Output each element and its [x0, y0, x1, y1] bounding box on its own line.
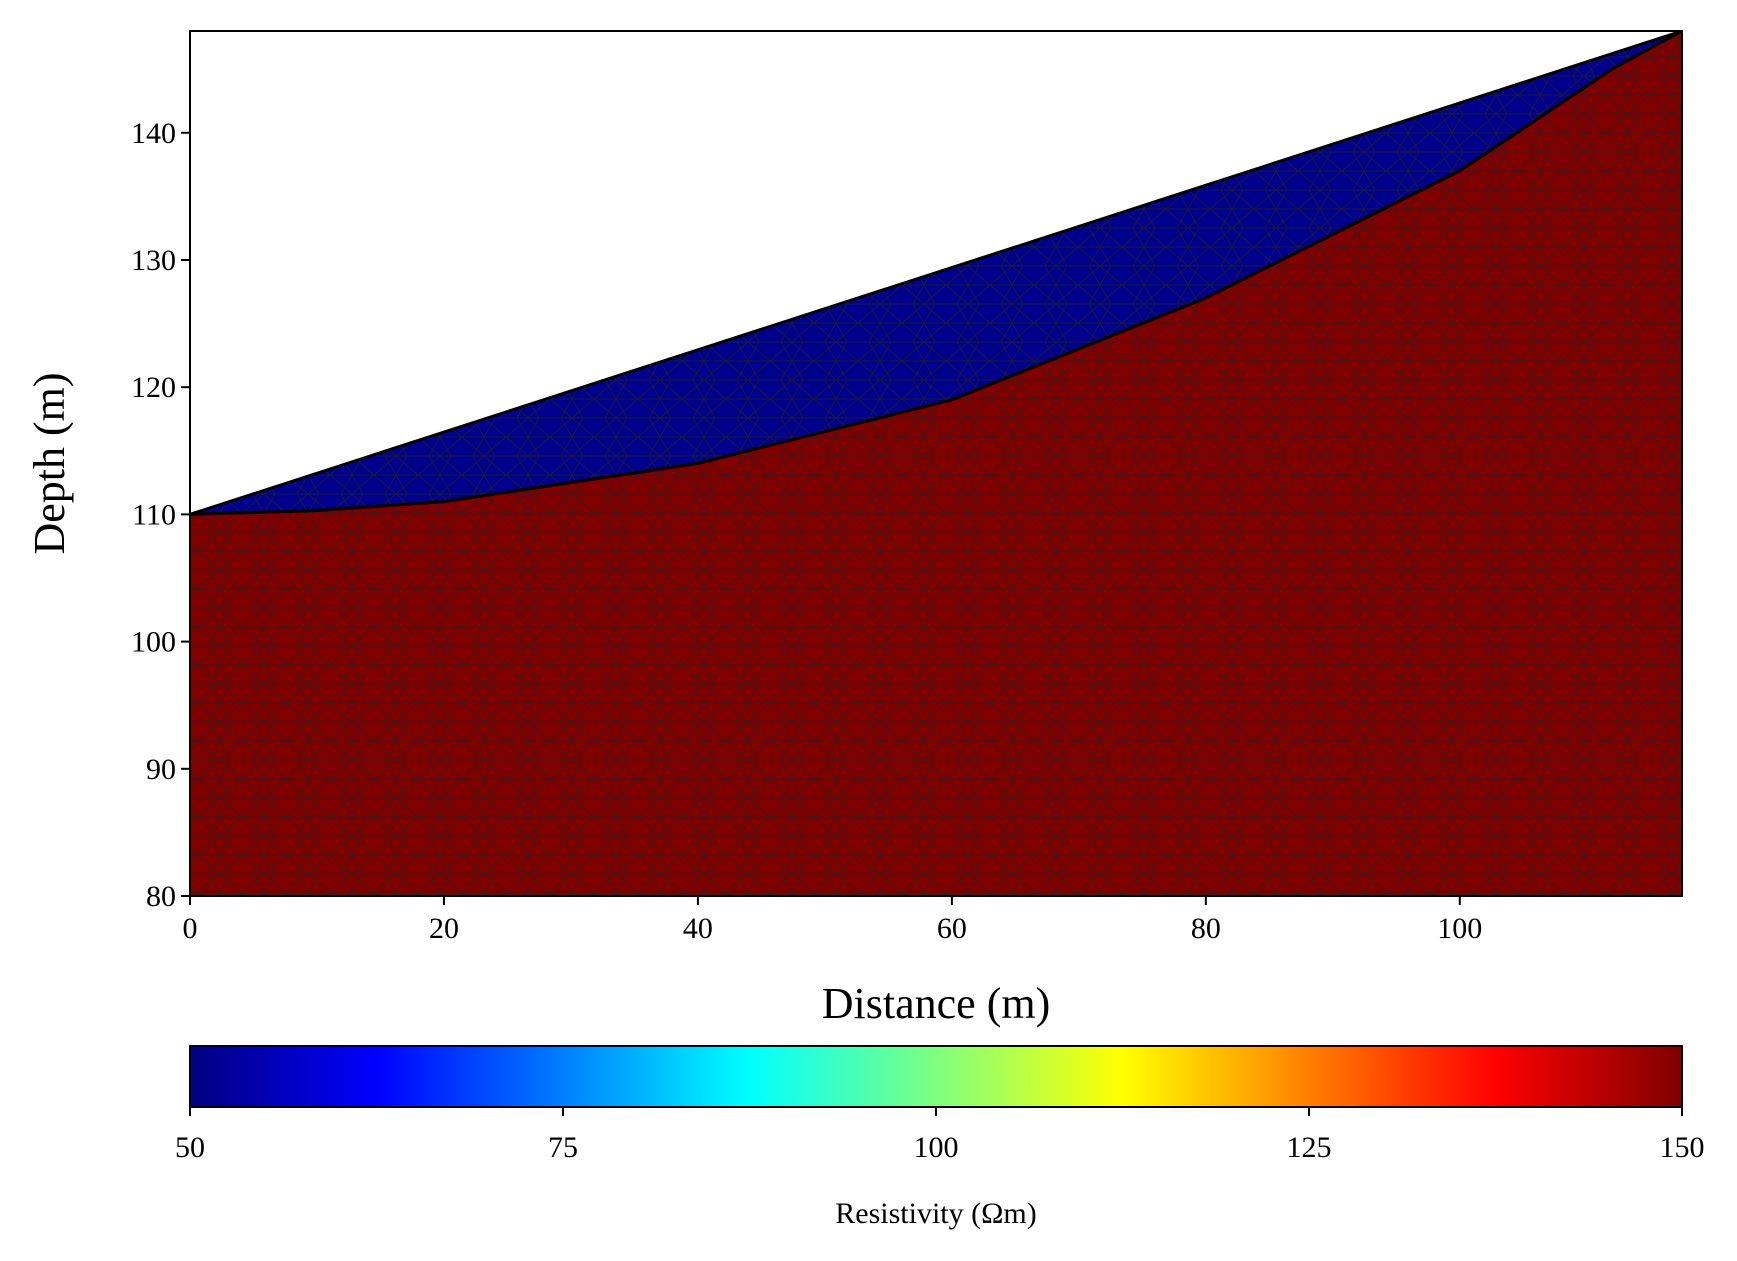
colorbar-gradient	[189, 1045, 1683, 1108]
x-axis-label: Distance (m)	[822, 979, 1050, 1028]
y-tick-label: 100	[131, 626, 176, 659]
x-tick-label: 80	[1191, 912, 1221, 945]
colorbar-label: Resistivity (Ωm)	[835, 1197, 1036, 1230]
axes: 0 20 40 60 80 100 80 90 100 110 120 130 140 Distance …	[25, 30, 1683, 1028]
y-tick-label: 130	[131, 244, 176, 277]
y-axis-label: Depth (m)	[25, 372, 74, 554]
colorbar-tick-label: 50	[175, 1131, 205, 1164]
x-tick-label: 0	[183, 912, 198, 945]
x-tick-label: 60	[937, 912, 967, 945]
layer-boundary-line	[190, 31, 1682, 516]
x-tick-label: 40	[683, 912, 713, 945]
y-tick-label: 140	[131, 117, 176, 150]
y-tick-label: 90	[146, 753, 176, 786]
y-tick-label: 110	[132, 498, 176, 531]
colorbar-tick-label: 75	[548, 1131, 578, 1164]
colorbar-tick-label: 150	[1660, 1131, 1705, 1164]
colorbar-tick-label: 125	[1287, 1131, 1332, 1164]
x-tick-label: 100	[1437, 912, 1482, 945]
model-regions	[190, 31, 1682, 896]
y-tick-label: 120	[131, 371, 176, 404]
surface-line	[190, 31, 1682, 516]
colorbar: 50 75 100 125 150 Resistivity (Ωm)	[175, 1045, 1705, 1230]
plot-frame	[189, 30, 1683, 897]
x-tick-label: 20	[429, 912, 459, 945]
colorbar-tick-label: 100	[914, 1131, 959, 1164]
y-tick-label: 80	[146, 880, 176, 913]
